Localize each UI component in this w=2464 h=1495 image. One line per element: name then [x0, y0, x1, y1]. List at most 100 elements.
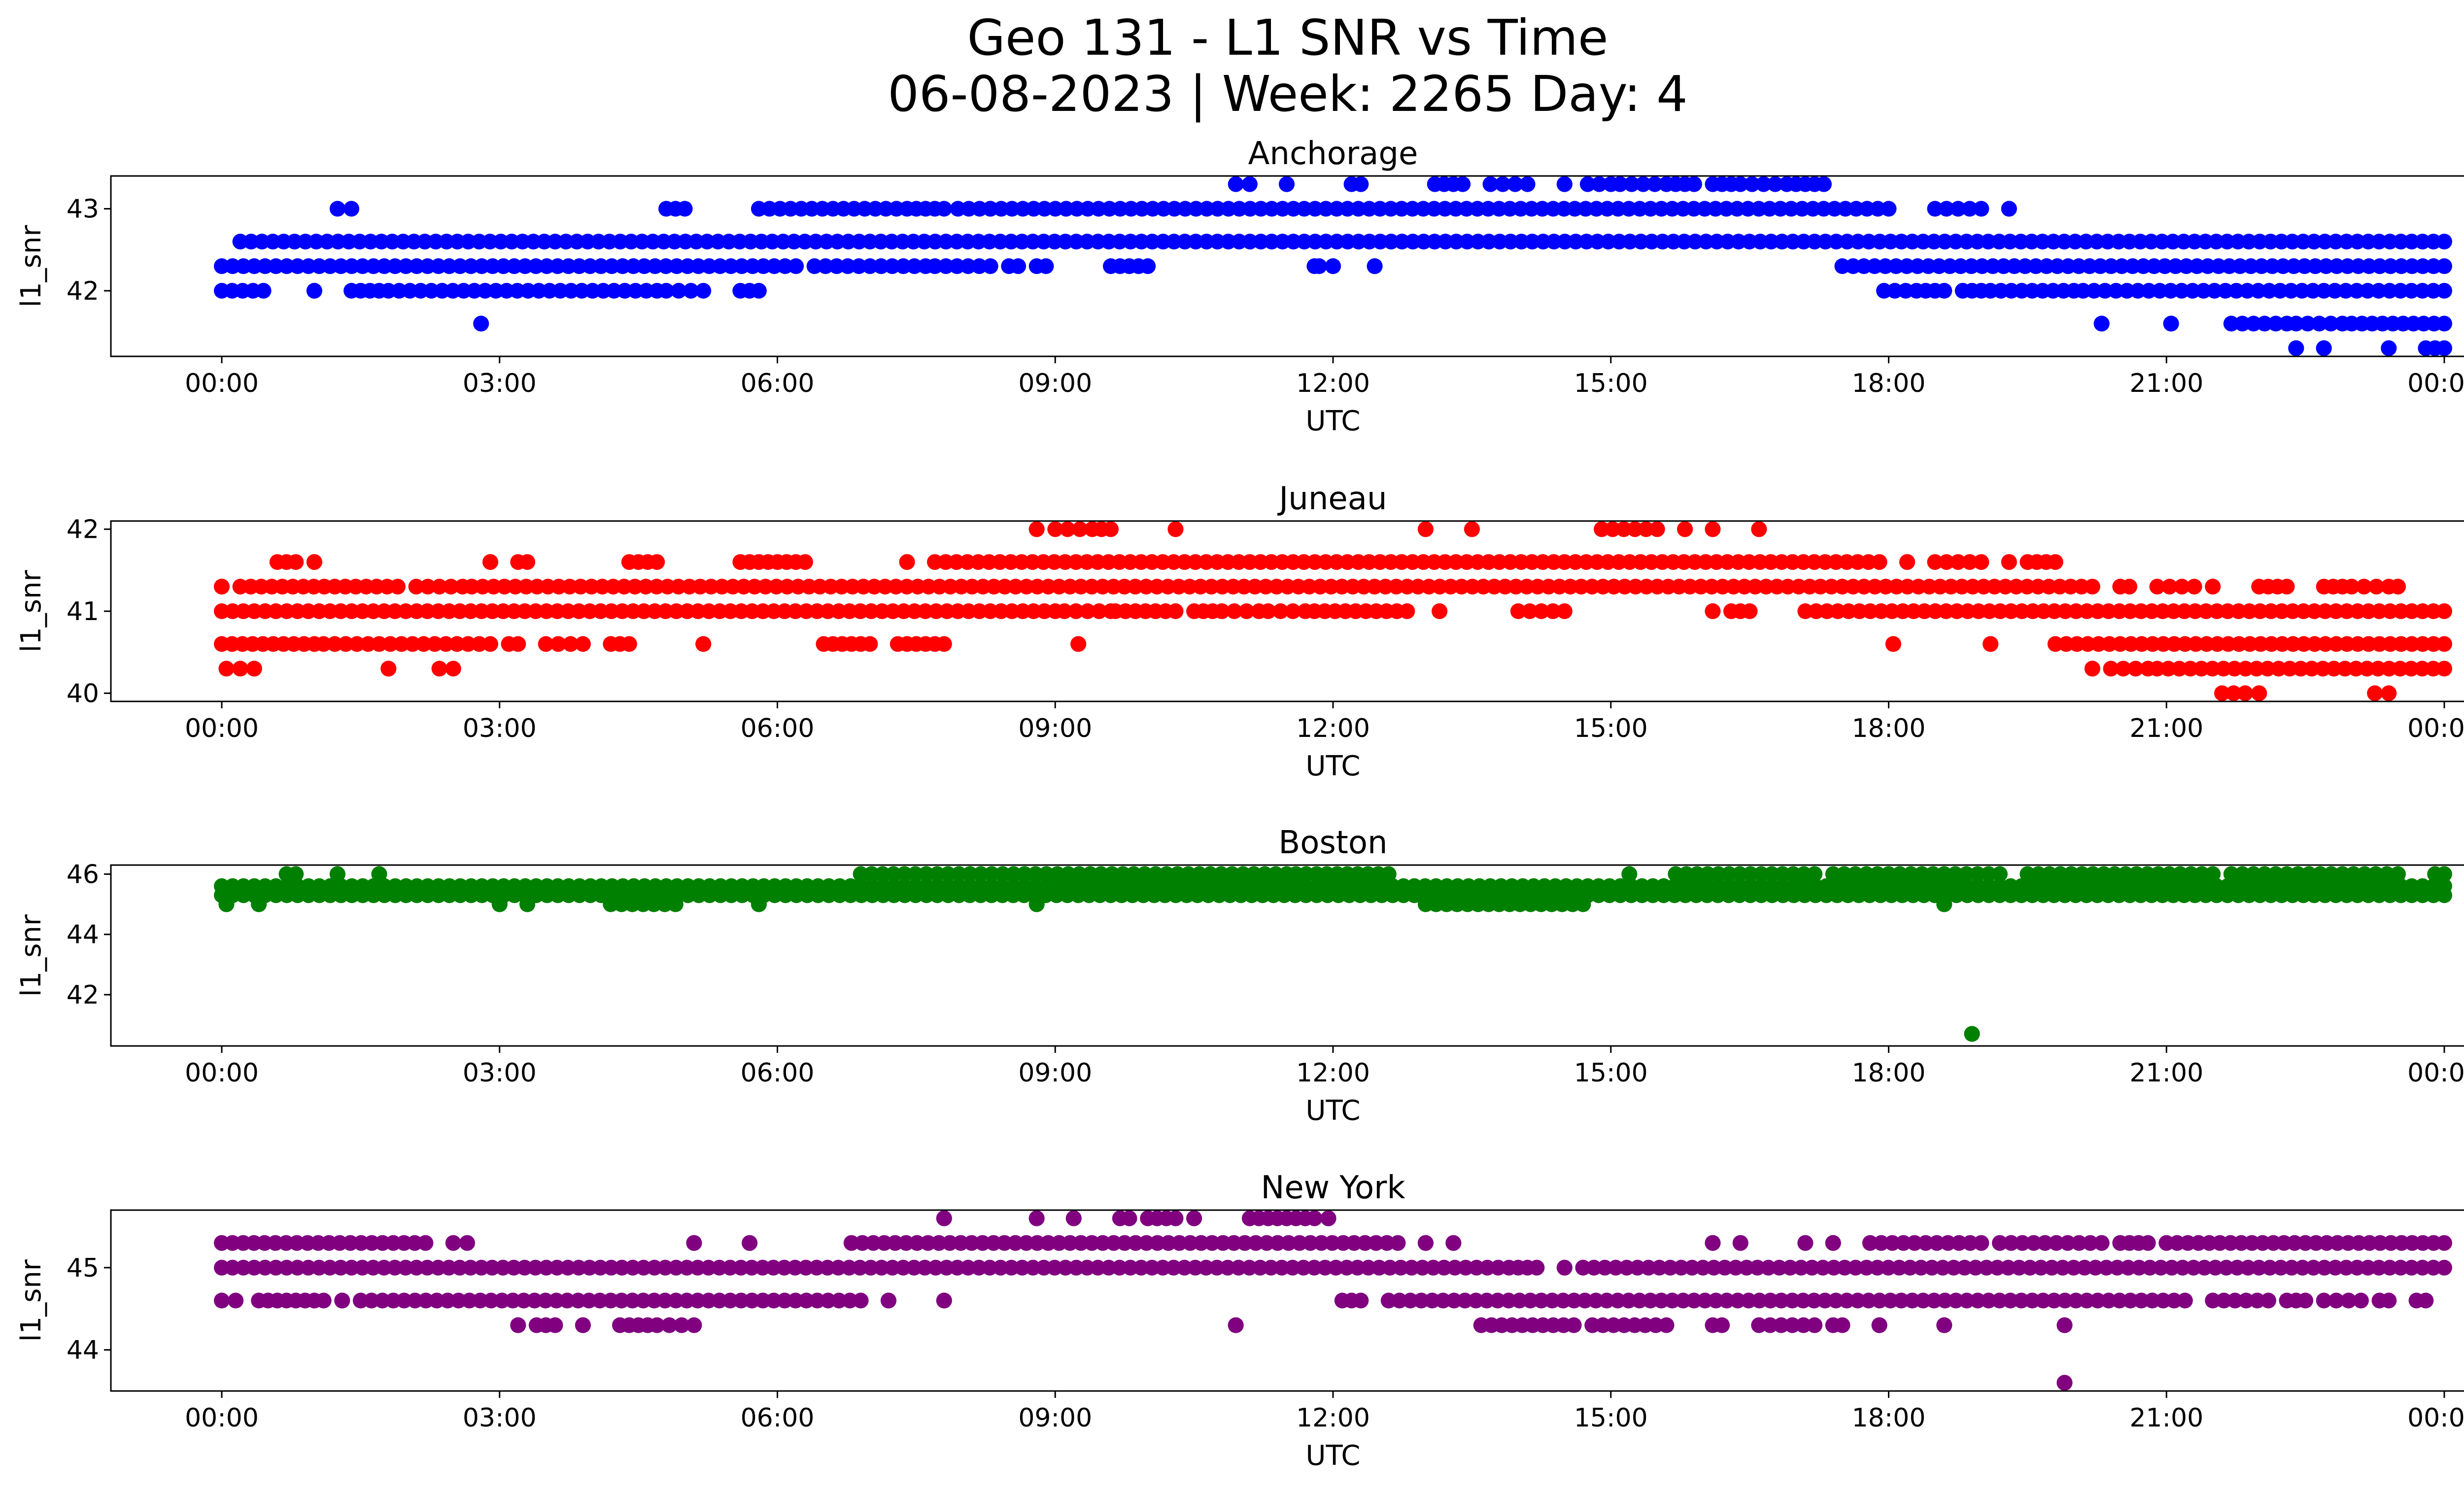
- data-point: [2115, 661, 2131, 677]
- data-point: [1417, 878, 1433, 894]
- data-point: [2185, 282, 2201, 299]
- data-point: [992, 1259, 1009, 1276]
- data-point: [1393, 1259, 1409, 1276]
- data-point: [2234, 315, 2251, 332]
- data-point: [1749, 1259, 1766, 1276]
- data-point: [1231, 554, 1247, 570]
- data-point: [571, 1259, 587, 1276]
- data-point: [996, 579, 1013, 595]
- data-point: [2067, 234, 2083, 250]
- data-point: [1188, 201, 1204, 217]
- data-point: [950, 603, 966, 619]
- data-point: [2350, 636, 2366, 652]
- data-point: [1171, 1235, 1188, 1251]
- data-point: [1182, 579, 1198, 595]
- data-point: [474, 258, 490, 274]
- data-point: [2279, 579, 2295, 595]
- data-point: [1904, 234, 1920, 250]
- data-point: [514, 234, 531, 250]
- data-point: [982, 201, 998, 217]
- data-point: [430, 603, 446, 619]
- x-tick-label: 15:00: [1574, 1058, 1648, 1088]
- data-point: [2046, 1292, 2062, 1309]
- data-point: [301, 878, 316, 894]
- data-point: [1618, 1259, 1635, 1276]
- data-point: [2024, 603, 2041, 619]
- data-point: [1870, 201, 1886, 217]
- data-point: [1567, 201, 1583, 217]
- data-point: [918, 866, 934, 882]
- data-point: [1116, 579, 1132, 595]
- data-point: [504, 234, 520, 250]
- data-point: [1804, 1259, 1820, 1276]
- data-point: [1925, 866, 1941, 882]
- data-point: [2090, 636, 2107, 652]
- data-point: [852, 603, 868, 619]
- data-point: [2160, 661, 2176, 677]
- data-point: [517, 878, 533, 894]
- data-point: [1426, 554, 1442, 570]
- data-point: [1973, 1235, 1989, 1251]
- data-point: [1070, 636, 1087, 652]
- data-point: [993, 201, 1009, 217]
- data-point: [515, 1292, 532, 1309]
- data-point: [2262, 234, 2279, 250]
- data-point: [452, 878, 468, 894]
- data-point: [1029, 1235, 1045, 1251]
- data-point: [2193, 661, 2210, 677]
- data-point: [1209, 1259, 1225, 1276]
- data-point: [1851, 878, 1867, 894]
- data-point: [409, 1259, 425, 1276]
- data-point: [1025, 554, 1041, 570]
- data-point: [1155, 1259, 1171, 1276]
- data-point: [2230, 603, 2247, 619]
- data-point: [2334, 866, 2351, 882]
- data-point: [1981, 866, 1997, 882]
- data-point: [1534, 201, 1550, 217]
- data-point: [2306, 878, 2322, 894]
- data-point: [420, 579, 436, 595]
- data-point: [2228, 282, 2244, 299]
- data-point: [375, 1292, 390, 1309]
- data-point: [1396, 878, 1411, 894]
- data-point: [1272, 603, 1289, 619]
- data-point: [311, 258, 327, 274]
- data-point: [1285, 603, 1301, 619]
- data-point: [1159, 866, 1175, 882]
- data-point: [2349, 282, 2365, 299]
- data-point: [962, 866, 978, 882]
- data-point: [1458, 1259, 1474, 1276]
- data-point: [1016, 878, 1032, 894]
- data-point: [1504, 878, 1520, 894]
- data-point: [482, 636, 498, 652]
- x-tick-label: 06:00: [741, 714, 815, 743]
- data-point: [949, 258, 965, 274]
- data-point: [2209, 603, 2225, 619]
- data-point: [2327, 1259, 2343, 1276]
- data-point: [254, 234, 270, 250]
- data-point: [1135, 878, 1151, 894]
- data-point: [2161, 866, 2177, 882]
- data-point: [2252, 878, 2268, 894]
- data-point: [2198, 878, 2214, 894]
- data-point: [818, 258, 834, 274]
- data-point: [1828, 554, 1844, 570]
- data-point: [2403, 661, 2419, 677]
- data-point: [1589, 234, 1606, 250]
- data-point: [831, 1292, 847, 1309]
- data-point: [1698, 234, 1714, 250]
- data-point: [798, 603, 815, 619]
- data-point: [621, 636, 637, 652]
- data-point: [2257, 315, 2273, 332]
- data-point: [2058, 636, 2074, 652]
- data-point: [2056, 234, 2072, 250]
- y-tick-label: 40: [67, 679, 99, 708]
- data-point: [582, 603, 598, 619]
- data-point: [279, 878, 295, 894]
- data-point: [1166, 201, 1183, 217]
- data-point: [1237, 1235, 1253, 1251]
- data-point: [1403, 1259, 1420, 1276]
- data-point: [959, 554, 976, 570]
- x-tick-label: 06:00: [741, 1058, 815, 1088]
- data-point: [2013, 1292, 2029, 1309]
